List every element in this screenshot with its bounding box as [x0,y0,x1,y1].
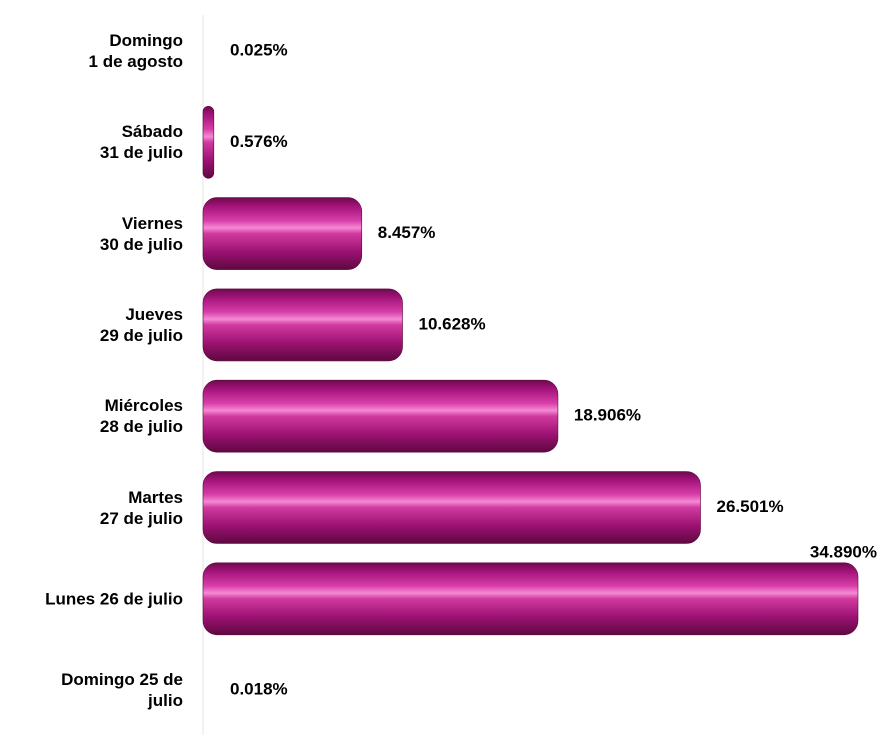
category-label: Lunes 26 de julio [45,589,183,609]
bar [202,197,363,270]
value-label: 0.025% [230,40,288,59]
bar [202,106,215,179]
value-label: 18.906% [574,406,641,425]
category-label: Sábado 31 de julio [99,122,183,163]
value-label: 0.576% [230,132,288,151]
bar [202,379,559,453]
category-label: Viernes 30 de julio [99,213,183,254]
value-label: 0.018% [230,680,288,699]
category-label: Jueves 29 de julio [99,304,183,345]
bar [202,288,403,362]
category-label: Miércoles 28 de julio [99,396,183,437]
category-label: Domingo 25 de julio [61,670,183,711]
value-label: 10.628% [419,314,486,333]
category-label: Domingo 1 de agosto [88,31,183,71]
bar [202,471,701,544]
value-label: 26.501% [717,497,784,516]
bar [202,562,859,636]
value-label: 8.457% [378,223,436,242]
category-label: Martes 27 de julio [99,487,183,528]
value-label: 34.890% [810,542,877,561]
